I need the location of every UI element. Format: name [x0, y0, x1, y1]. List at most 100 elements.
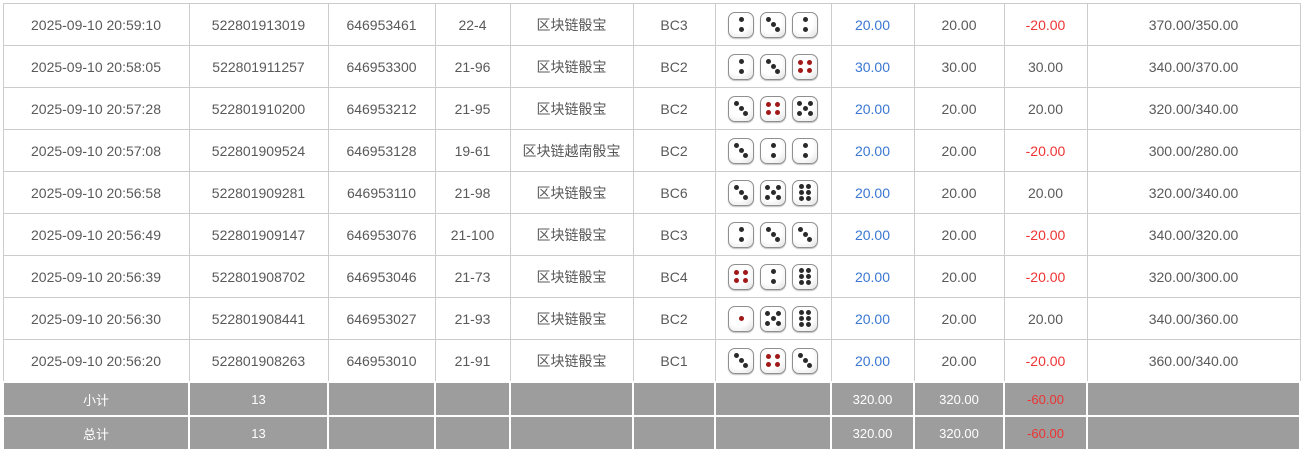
summary-label-cell: 小计 — [2, 381, 190, 417]
order-number-cell: 522801909147 — [188, 213, 329, 256]
round-number-cell: 646953076 — [327, 213, 436, 256]
summary-row: 总计 13 320.00 320.00 -60.00 — [2, 415, 1301, 451]
bet-time-cell: 2025-09-10 20:56:30 — [2, 297, 190, 340]
dice-result-cell — [714, 45, 832, 88]
summary-empty-cell — [714, 381, 832, 417]
die-3-icon — [792, 221, 818, 248]
bet-type-cell: BC2 — [632, 297, 716, 340]
die-6-icon — [792, 305, 818, 332]
die-4-icon — [760, 95, 786, 122]
die-2-icon — [792, 137, 818, 164]
balance-cell: 370.00/350.00 — [1086, 3, 1301, 46]
die-3-icon — [760, 11, 786, 38]
valid-amount-cell: 20.00 — [913, 171, 1005, 214]
die-2-icon — [728, 53, 754, 80]
win-loss-cell: -20.00 — [1003, 3, 1088, 46]
game-name-cell: 区块链越南骰宝 — [509, 129, 634, 172]
die-6-icon — [792, 179, 818, 206]
summary-bet-total-cell: 320.00 — [830, 415, 915, 451]
valid-amount-cell: 20.00 — [913, 255, 1005, 298]
round-number-cell: 646953212 — [327, 87, 436, 130]
valid-amount-cell: 20.00 — [913, 297, 1005, 340]
valid-amount-cell: 20.00 — [913, 87, 1005, 130]
bet-type-cell: BC4 — [632, 255, 716, 298]
game-name-cell: 区块链骰宝 — [509, 3, 634, 46]
game-name-cell: 区块链骰宝 — [509, 255, 634, 298]
dice-result-cell — [714, 255, 832, 298]
balance-cell: 300.00/280.00 — [1086, 129, 1301, 172]
summary-empty-cell — [632, 415, 716, 451]
period-cell: 21-93 — [434, 297, 511, 340]
bet-amount-link[interactable]: 20.00 — [830, 297, 915, 340]
round-number-cell: 646953300 — [327, 45, 436, 88]
bet-type-cell: BC1 — [632, 339, 716, 383]
game-name-cell: 区块链骰宝 — [509, 45, 634, 88]
win-loss-cell: -20.00 — [1003, 129, 1088, 172]
period-cell: 19-61 — [434, 129, 511, 172]
win-loss-cell: 30.00 — [1003, 45, 1088, 88]
die-4-icon — [728, 263, 754, 290]
bet-amount-link[interactable]: 20.00 — [830, 171, 915, 214]
die-5-icon — [760, 305, 786, 332]
die-4-icon — [792, 53, 818, 80]
balance-cell: 340.00/360.00 — [1086, 297, 1301, 340]
valid-amount-cell: 20.00 — [913, 3, 1005, 46]
summary-empty-cell — [714, 415, 832, 451]
order-number-cell: 522801909281 — [188, 171, 329, 214]
summary-empty-cell — [509, 415, 634, 451]
table-row: 2025-09-10 20:56:39 522801908702 6469530… — [2, 255, 1301, 298]
bet-time-cell: 2025-09-10 20:56:20 — [2, 339, 190, 383]
bet-amount-link[interactable]: 20.00 — [830, 255, 915, 298]
die-3-icon — [728, 137, 754, 164]
dice-result-cell — [714, 87, 832, 130]
win-loss-cell: -20.00 — [1003, 255, 1088, 298]
balance-cell: 320.00/300.00 — [1086, 255, 1301, 298]
valid-amount-cell: 20.00 — [913, 339, 1005, 383]
bet-time-cell: 2025-09-10 20:56:58 — [2, 171, 190, 214]
summary-label-cell: 总计 — [2, 415, 190, 451]
bet-type-cell: BC3 — [632, 213, 716, 256]
win-loss-cell: 20.00 — [1003, 87, 1088, 130]
table-row: 2025-09-10 20:58:05 522801911257 6469533… — [2, 45, 1301, 88]
game-name-cell: 区块链骰宝 — [509, 213, 634, 256]
valid-amount-cell: 30.00 — [913, 45, 1005, 88]
die-2-icon — [728, 221, 754, 248]
die-3-icon — [728, 179, 754, 206]
die-3-icon — [792, 347, 818, 374]
period-cell: 21-95 — [434, 87, 511, 130]
win-loss-cell: -20.00 — [1003, 339, 1088, 383]
table-row: 2025-09-10 20:56:49 522801909147 6469530… — [2, 213, 1301, 256]
balance-cell: 360.00/340.00 — [1086, 339, 1301, 383]
bet-amount-link[interactable]: 20.00 — [830, 213, 915, 256]
die-3-icon — [728, 347, 754, 374]
summary-valid-total-cell: 320.00 — [913, 381, 1005, 417]
bet-amount-link[interactable]: 20.00 — [830, 87, 915, 130]
summary-empty-cell — [1086, 381, 1301, 417]
die-2-icon — [728, 11, 754, 38]
game-name-cell: 区块链骰宝 — [509, 87, 634, 130]
balance-cell: 320.00/340.00 — [1086, 171, 1301, 214]
bet-type-cell: BC2 — [632, 87, 716, 130]
bet-time-cell: 2025-09-10 20:58:05 — [2, 45, 190, 88]
period-cell: 22-4 — [434, 3, 511, 46]
bet-time-cell: 2025-09-10 20:56:49 — [2, 213, 190, 256]
win-loss-cell: 20.00 — [1003, 171, 1088, 214]
die-5-icon — [792, 95, 818, 122]
order-number-cell: 522801908263 — [188, 339, 329, 383]
bet-amount-link[interactable]: 20.00 — [830, 3, 915, 46]
win-loss-cell: -20.00 — [1003, 213, 1088, 256]
order-number-cell: 522801911257 — [188, 45, 329, 88]
die-4-icon — [760, 347, 786, 374]
bet-amount-link[interactable]: 20.00 — [830, 339, 915, 383]
summary-empty-cell — [1086, 415, 1301, 451]
balance-cell: 340.00/320.00 — [1086, 213, 1301, 256]
bet-amount-link[interactable]: 20.00 — [830, 129, 915, 172]
summary-empty-cell — [327, 381, 436, 417]
period-cell: 21-96 — [434, 45, 511, 88]
bet-records-table: 2025-09-10 20:59:10 522801913019 6469534… — [2, 3, 1301, 451]
die-3-icon — [728, 95, 754, 122]
summary-count-cell: 13 — [188, 381, 329, 417]
bet-amount-link[interactable]: 30.00 — [830, 45, 915, 88]
bet-type-cell: BC6 — [632, 171, 716, 214]
dice-result-cell — [714, 339, 832, 383]
